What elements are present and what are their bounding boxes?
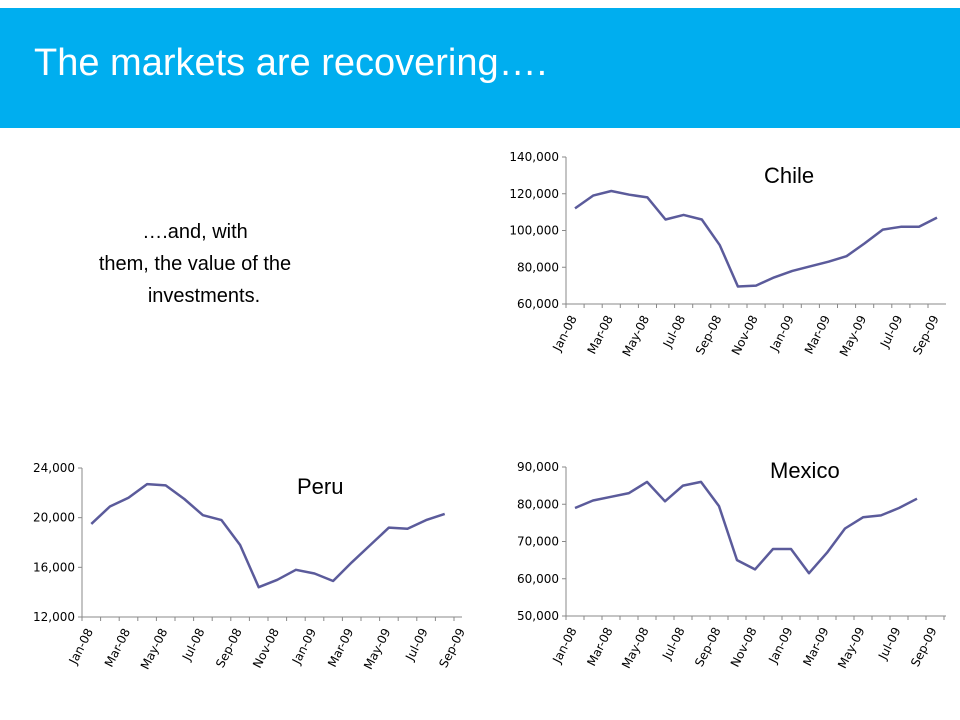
y-tick-label: 70,000 — [517, 535, 559, 549]
x-tick-label: Jan-09 — [765, 625, 795, 666]
x-tick-label: Jan-08 — [549, 313, 579, 354]
x-tick-label: Jul-09 — [875, 625, 903, 663]
x-tick-label: Jul-08 — [660, 313, 688, 351]
x-tick-label: Mar-09 — [325, 626, 356, 669]
y-tick-label: 50,000 — [517, 609, 559, 623]
x-tick-label: Jan-09 — [767, 313, 797, 354]
x-tick-label: Nov-08 — [250, 626, 282, 670]
series-line — [574, 189, 938, 288]
y-tick-label: 16,000 — [33, 560, 75, 574]
country-label: Chile — [764, 163, 814, 188]
x-tick-label: Jan-08 — [66, 626, 96, 667]
x-tick-label: Nov-08 — [728, 625, 760, 669]
y-tick-label: 20,000 — [33, 511, 75, 525]
x-tick-label: Mar-09 — [800, 625, 831, 668]
x-tick-label: Mar-08 — [102, 626, 133, 669]
x-tick-label: Sep-09 — [436, 626, 468, 670]
body-line-2: them, the value of the — [98, 253, 292, 275]
y-tick-label: 12,000 — [33, 610, 75, 624]
x-tick-label: May-09 — [361, 626, 394, 672]
x-tick-label: Sep-09 — [910, 313, 942, 357]
x-tick-label: Jan-08 — [549, 625, 579, 666]
x-tick-label: Jan-09 — [289, 626, 319, 667]
x-tick-label: Jul-09 — [402, 626, 430, 664]
body-line-1: ….and, with — [142, 221, 248, 243]
x-tick-label: May-08 — [619, 625, 652, 671]
x-tick-label: Sep-08 — [213, 626, 245, 670]
y-tick-label: 80,000 — [517, 497, 559, 511]
x-tick-label: Jul-08 — [659, 625, 687, 663]
x-tick-label: Nov-08 — [729, 313, 761, 357]
country-label: Mexico — [770, 458, 840, 483]
y-tick-label: 60,000 — [517, 572, 559, 586]
body-text: ….and, with them, the value of the inves… — [40, 216, 350, 312]
x-tick-label: Mar-08 — [584, 625, 615, 668]
title-banner — [0, 8, 960, 128]
y-tick-label: 90,000 — [517, 460, 559, 474]
x-tick-label: Sep-09 — [908, 625, 940, 669]
x-tick-label: Sep-08 — [692, 625, 724, 669]
series-line — [90, 482, 446, 589]
x-tick-label: Jul-09 — [877, 313, 905, 351]
x-tick-label: May-08 — [138, 626, 171, 672]
y-tick-label: 100,000 — [509, 224, 559, 238]
y-tick-label: 60,000 — [517, 297, 559, 311]
x-tick-label: Jul-08 — [179, 626, 207, 664]
y-tick-label: 24,000 — [33, 461, 75, 475]
body-line-3: investments. — [147, 285, 261, 307]
series-line — [574, 480, 918, 575]
x-tick-label: Sep-08 — [693, 313, 725, 357]
x-tick-label: May-09 — [835, 625, 868, 671]
y-tick-label: 120,000 — [509, 187, 559, 201]
slide-title: The markets are recovering…. — [34, 42, 548, 84]
country-label: Peru — [297, 474, 343, 499]
x-tick-label: May-09 — [837, 313, 870, 359]
y-tick-label: 80,000 — [517, 260, 559, 274]
x-tick-label: May-08 — [620, 313, 653, 359]
x-tick-label: Mar-09 — [802, 313, 833, 356]
y-tick-label: 140,000 — [509, 150, 559, 164]
x-tick-label: Mar-08 — [585, 313, 616, 356]
